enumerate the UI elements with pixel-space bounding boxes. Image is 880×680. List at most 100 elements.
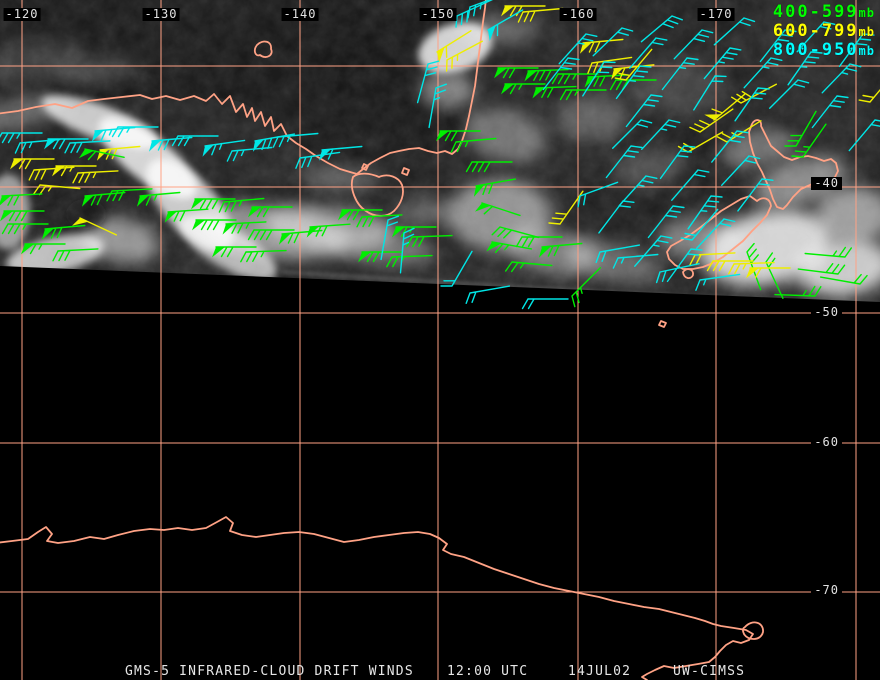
wind-barb-m bbox=[706, 260, 754, 272]
barb-staff bbox=[640, 15, 683, 43]
barb-pennant bbox=[21, 244, 34, 255]
barb-staff bbox=[399, 227, 415, 274]
coastline-tasmania bbox=[351, 172, 404, 217]
barb-pennant bbox=[473, 184, 485, 197]
barb-pennant bbox=[202, 144, 214, 157]
barb-staff bbox=[515, 236, 563, 248]
coastline-flinders-island bbox=[401, 167, 410, 176]
wind-barb-l bbox=[666, 248, 703, 283]
wind-barb-l bbox=[721, 155, 761, 186]
barb-pennant bbox=[306, 226, 319, 238]
barb-staff bbox=[251, 206, 293, 218]
legend-label: 400-599 bbox=[772, 2, 859, 22]
wind-barb-h bbox=[164, 208, 209, 223]
wind-barb-m bbox=[704, 93, 746, 121]
wind-barb-h bbox=[450, 137, 497, 153]
wind-barb-l bbox=[743, 57, 783, 89]
wind-barb-h bbox=[571, 267, 601, 308]
barb-pennant bbox=[78, 149, 94, 159]
barb-pennant bbox=[0, 211, 13, 222]
wind-barb-l bbox=[399, 227, 415, 274]
latitude-label--40: -40 bbox=[811, 177, 842, 190]
barb-staff bbox=[647, 205, 685, 239]
wind-barb-l bbox=[380, 215, 399, 261]
barb-staff bbox=[481, 202, 521, 217]
wind-barb-l bbox=[647, 205, 685, 239]
wind-barb-h bbox=[538, 242, 583, 258]
wind-barb-l bbox=[252, 133, 296, 152]
barb-staff bbox=[465, 161, 513, 173]
wind-barb-h bbox=[406, 234, 453, 248]
barb-staff bbox=[695, 273, 741, 291]
barb-staff bbox=[634, 235, 673, 267]
barb-staff bbox=[436, 30, 472, 58]
wind-barb-h bbox=[106, 188, 153, 202]
barb-staff bbox=[671, 169, 710, 201]
wind-barb-l bbox=[202, 139, 246, 157]
wind-barb-h bbox=[475, 202, 521, 217]
wind-barb-h bbox=[797, 263, 846, 275]
wind-barb-l bbox=[629, 37, 668, 69]
wind-barb-l bbox=[428, 83, 447, 129]
wind-barb-l bbox=[713, 17, 756, 46]
wind-barb-l bbox=[577, 181, 619, 208]
barb-pennant bbox=[136, 195, 149, 207]
wind-barb-h bbox=[78, 148, 125, 161]
barb-staff bbox=[72, 170, 119, 184]
wind-barb-m bbox=[858, 89, 880, 103]
barb-staff bbox=[791, 123, 827, 158]
barb-staff bbox=[787, 51, 823, 86]
barb-staff bbox=[737, 178, 774, 212]
barb-staff bbox=[582, 61, 616, 97]
wind-barb-l bbox=[769, 79, 810, 109]
wind-barb-m bbox=[10, 158, 55, 170]
barb-staff bbox=[356, 214, 403, 228]
barb-staff bbox=[605, 145, 643, 179]
wind-barb-l bbox=[796, 21, 836, 53]
barb-staff bbox=[728, 261, 775, 275]
barb-staff bbox=[28, 166, 75, 181]
wind-barb-h bbox=[486, 241, 533, 253]
barb-pennant bbox=[611, 68, 623, 80]
barb-staff bbox=[309, 223, 351, 237]
barb-staff bbox=[612, 119, 653, 149]
wind-barb-l bbox=[467, 0, 492, 19]
wind-barb-m bbox=[689, 108, 734, 133]
barb-staff bbox=[1, 223, 49, 235]
wind-barb-l bbox=[171, 135, 219, 147]
wind-barb-l bbox=[759, 29, 797, 63]
barb-pennant bbox=[91, 130, 104, 142]
barb-staff bbox=[673, 29, 714, 60]
wind-barb-h bbox=[218, 197, 265, 213]
wind-barbs bbox=[0, 0, 880, 310]
barb-staff bbox=[680, 208, 719, 241]
latitude-label--50: -50 bbox=[811, 306, 842, 319]
wind-barb-l bbox=[615, 65, 652, 100]
wind-barb-h bbox=[338, 209, 383, 221]
wind-barb-l bbox=[811, 95, 849, 129]
barb-staff bbox=[226, 146, 273, 162]
coastline-small-island bbox=[658, 320, 667, 328]
wind-barb-l bbox=[634, 235, 673, 267]
wind-barb-m bbox=[517, 7, 564, 23]
legend-label: 800-950 bbox=[772, 40, 859, 60]
caption-source: UW-CIMSS bbox=[673, 664, 746, 679]
barb-staff bbox=[535, 85, 577, 98]
wind-barb-h bbox=[784, 110, 817, 147]
legend-item-800-950mb: 800-950mb bbox=[773, 41, 875, 60]
wind-barb-m bbox=[614, 48, 653, 81]
barb-staff bbox=[577, 181, 619, 208]
barb-pennant bbox=[579, 42, 592, 54]
wind-barb-h bbox=[212, 246, 257, 258]
barb-staff bbox=[24, 243, 66, 255]
wind-barb-h bbox=[791, 123, 827, 158]
wind-barb-h bbox=[0, 210, 45, 222]
barb-staff bbox=[487, 9, 524, 37]
wind-barb-l bbox=[605, 145, 643, 179]
barb-staff bbox=[167, 208, 209, 222]
barb-staff bbox=[641, 119, 681, 150]
wind-barb-h bbox=[774, 285, 822, 297]
pressure-level-legend: 400-599mb 600-799mb 800-950mb bbox=[773, 3, 875, 60]
barb-staff bbox=[94, 126, 136, 141]
